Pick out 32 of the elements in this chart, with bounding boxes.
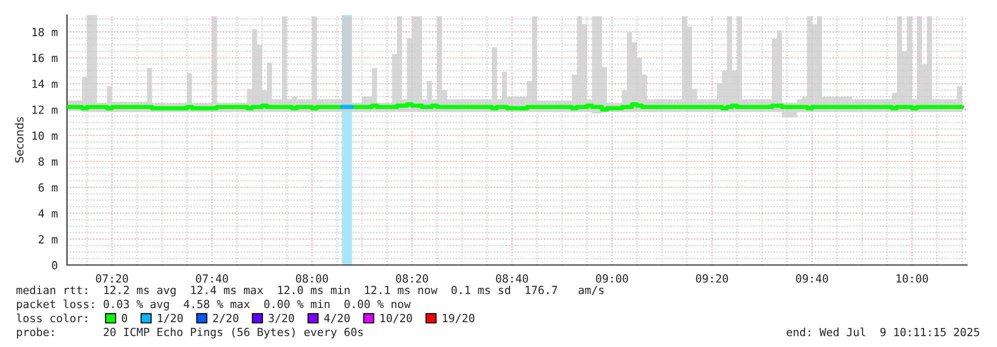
y-tick-label: 14 m — [32, 80, 58, 88]
legend-label: 19/20 — [442, 314, 474, 324]
text: median rtt: 12.2 ms avg 12.4 ms max 12.0 ms min 12.1 ms now 0.1 ms sd 176.7 am/s — [16, 286, 604, 296]
legend-label: 4/20 — [324, 314, 350, 324]
y-tick-label: 4 m — [38, 209, 58, 218]
y-tick-label: 8 m — [38, 157, 58, 166]
text: packet loss: 0.03 % avg 4.58 % max 0.00 % min 0.00 % now — [17, 300, 411, 310]
y-tick-label: 6 m — [38, 183, 58, 192]
x-tick-label: 08:00 — [296, 274, 328, 283]
x-tick-label: 09:00 — [596, 274, 628, 283]
x-tick-label: 09:20 — [696, 274, 728, 283]
x-tick-label: 07:40 — [196, 274, 228, 283]
legend-label: 2/20 — [213, 314, 238, 324]
text: end: Wed Jul 9 10:11:15 2025 — [786, 328, 980, 336]
y-tick-label: 0 — [52, 261, 58, 270]
legend-label: 10/20 — [380, 314, 412, 324]
y-tick-label: 16 m — [32, 54, 58, 62]
legend-title: loss color: — [16, 314, 87, 322]
text: probe: 20 ICMP Echo Pings (56 Bytes) every 60s — [17, 328, 363, 338]
y-tick-label: 12 m — [32, 106, 58, 114]
x-tick-label: 10:00 — [896, 274, 928, 283]
legend-label: 1/20 — [158, 314, 183, 324]
y-axis-title: Seconds — [14, 117, 24, 163]
legend-label: 0 — [122, 314, 128, 322]
y-tick-label: 18 m — [32, 28, 58, 36]
y-tick-label: 10 m — [32, 131, 58, 140]
x-tick-label: 08:20 — [396, 274, 428, 283]
legend-label: 3/20 — [268, 314, 294, 324]
x-tick-label: 08:40 — [496, 274, 528, 283]
x-tick-label: 07:20 — [96, 274, 128, 283]
x-tick-label: 09:40 — [796, 274, 828, 283]
y-tick-label: 2 m — [38, 235, 58, 244]
